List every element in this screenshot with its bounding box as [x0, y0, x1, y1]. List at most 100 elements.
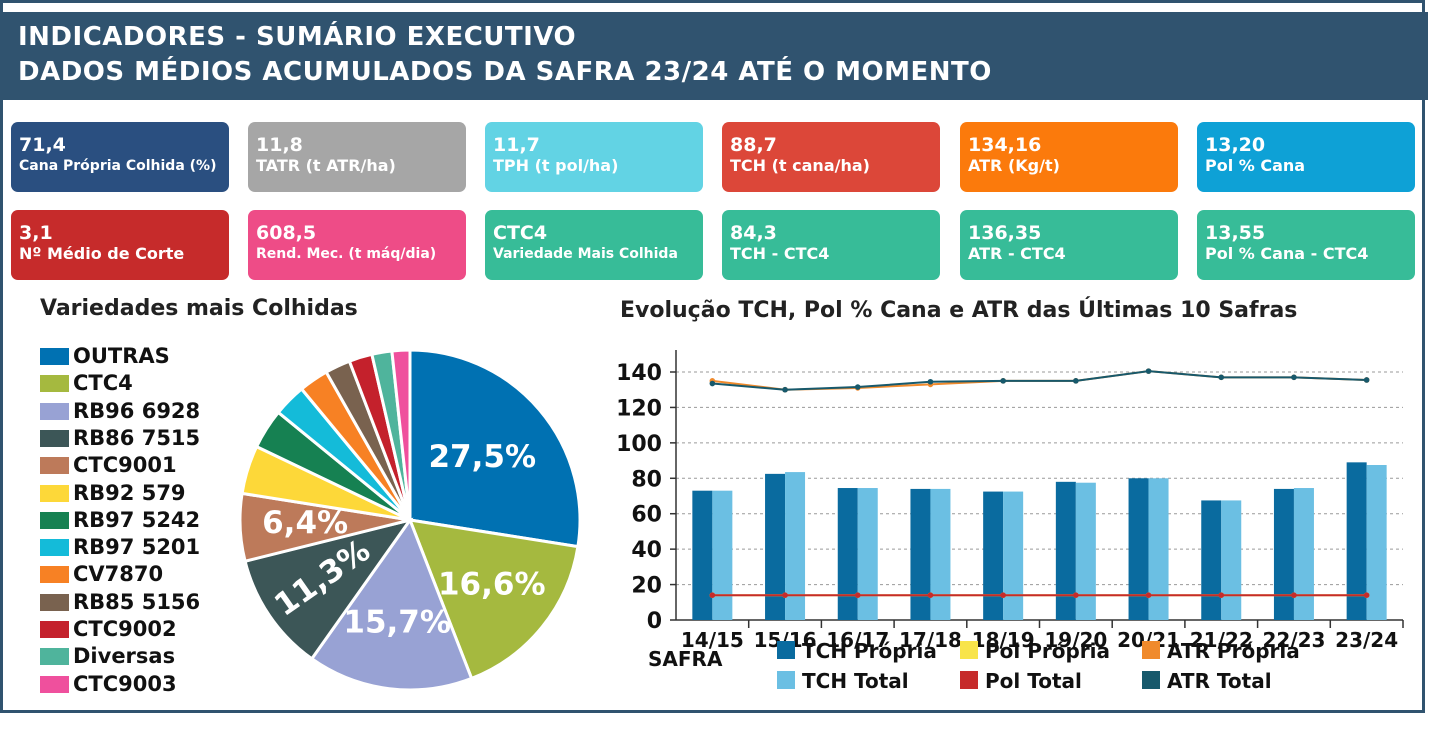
legend-label: RB86 7515 [73, 425, 201, 450]
legend-label: RB97 5201 [73, 535, 201, 560]
bar [930, 488, 951, 620]
kpi-card: 11,8 TATR (t ATR/ha) [248, 122, 466, 192]
pie-slice [407, 518, 580, 681]
kpi-value: 11,7 [493, 134, 540, 156]
x-tick-label: 23/24 [1335, 628, 1398, 652]
legend-swatch [40, 621, 69, 638]
legend-swatch [40, 566, 69, 584]
kpi-card: 11,7 TPH (t pol/ha) [485, 122, 703, 192]
line-point [1218, 374, 1225, 381]
legend-swatch [777, 671, 795, 689]
page-header: INDICADORES - SUMÁRIO EXECUTIVO DADOS MÉ… [0, 12, 1428, 100]
legend-label: RB96 6928 [73, 398, 201, 423]
pie-slice [390, 348, 412, 521]
y-tick-label: 80 [631, 467, 662, 492]
legend-label: RB97 5242 [73, 507, 201, 532]
kpi-label: Nº Médio de Corte [19, 244, 185, 263]
legend-label: Diversas [73, 644, 176, 669]
bar [1293, 488, 1314, 620]
kpi-card: 608,5 Rend. Mec. (t máq/dia) [248, 210, 466, 280]
line-point [927, 592, 934, 598]
line-point [709, 380, 716, 387]
kpi-label: TPH (t pol/ha) [493, 156, 619, 175]
legend-swatch [1142, 641, 1160, 659]
legend-label: Pol Própria [985, 639, 1110, 663]
legend-label: TCH Própria [802, 639, 937, 663]
pie-data-label: 15,7% [343, 605, 451, 641]
line-point [854, 592, 861, 598]
kpi-label: ATR (Kg/t) [968, 156, 1060, 175]
line-point [1000, 378, 1006, 384]
x-tick-label: 19/20 [1044, 628, 1107, 652]
y-tick-label: 20 [631, 574, 662, 599]
line-point [709, 592, 716, 598]
header-title: INDICADORES - SUMÁRIO EXECUTIVO [18, 22, 577, 52]
line-point [854, 384, 861, 390]
bar [1346, 462, 1367, 620]
legend-swatch [40, 593, 69, 611]
kpi-value: 84,3 [730, 222, 777, 244]
bar [837, 488, 858, 620]
bar [1366, 465, 1387, 620]
legend-label: CTC9001 [73, 453, 177, 478]
kpi-label: Rend. Mec. (t máq/dia) [256, 246, 437, 262]
legend-swatch [40, 348, 69, 365]
legend-swatch [40, 484, 69, 502]
legend-swatch [960, 671, 978, 689]
kpi-label: TATR (t ATR/ha) [256, 156, 396, 175]
legend-label: ATR Total [1167, 669, 1272, 693]
legend-swatch [40, 511, 69, 529]
kpi-label: TCH (t cana/ha) [730, 156, 870, 175]
kpi-label: Pol % Cana - CTC4 [1205, 244, 1369, 263]
bar [1003, 491, 1024, 620]
legend-label: TCH Total [802, 669, 909, 693]
bar [1075, 482, 1096, 620]
dashboard-frame [0, 0, 1425, 713]
legend-swatch [40, 675, 69, 693]
bar [712, 490, 733, 620]
legend-label: RB85 5156 [73, 589, 201, 614]
kpi-card: 136,35 ATR - CTC4 [960, 210, 1178, 280]
kpi-label: Variedade Mais Colhida [493, 246, 678, 262]
y-tick-label: 60 [631, 503, 662, 528]
line-point [1145, 368, 1152, 374]
bar [692, 490, 713, 620]
bar [1148, 478, 1169, 620]
x-tick-label: 18/19 [972, 628, 1035, 652]
pie-slice [408, 348, 582, 549]
line-point [927, 378, 934, 385]
y-tick-label: 120 [616, 396, 662, 421]
bar [910, 488, 931, 620]
legend-label: RB92 579 [73, 480, 186, 505]
bar [765, 473, 786, 620]
kpi-value: 13,20 [1205, 134, 1266, 156]
legend-label: CTC4 [73, 371, 133, 396]
line-point [1291, 374, 1297, 381]
legend-swatch [1142, 671, 1160, 689]
kpi-label: TCH - CTC4 [730, 244, 830, 263]
legend-swatch [40, 539, 69, 557]
pie-data-label: 16,6% [438, 566, 546, 602]
y-tick-label: 140 [616, 361, 662, 386]
legend-swatch [40, 429, 69, 447]
series-line [712, 370, 1367, 391]
kpi-card: 134,16 ATR (Kg/t) [960, 122, 1178, 192]
line-point [782, 592, 788, 598]
line-point [1000, 592, 1006, 598]
line-point [1073, 592, 1079, 598]
kpi-card: 88,7 TCH (t cana/ha) [722, 122, 940, 192]
x-axis-title: SAFRA [648, 647, 723, 671]
kpi-label: Pol % Cana [1205, 156, 1306, 175]
kpi-card: 3,1 Nº Médio de Corte [11, 210, 229, 280]
pie-slice [309, 516, 474, 692]
line-point [1363, 377, 1370, 383]
legend-swatch [40, 402, 69, 420]
x-tick-label: 17/18 [899, 628, 962, 652]
legend-label: CV7870 [73, 562, 164, 587]
kpi-card: 71,4 Cana Própria Colhida (%) [11, 122, 229, 192]
kpi-value: 134,16 [968, 134, 1042, 156]
combo-chart-title: Evolução TCH, Pol % Cana e ATR das Últim… [620, 298, 1298, 323]
legend-label: CTC9003 [73, 671, 177, 696]
kpi-value: 136,35 [968, 222, 1042, 244]
legend-swatch [40, 648, 69, 666]
